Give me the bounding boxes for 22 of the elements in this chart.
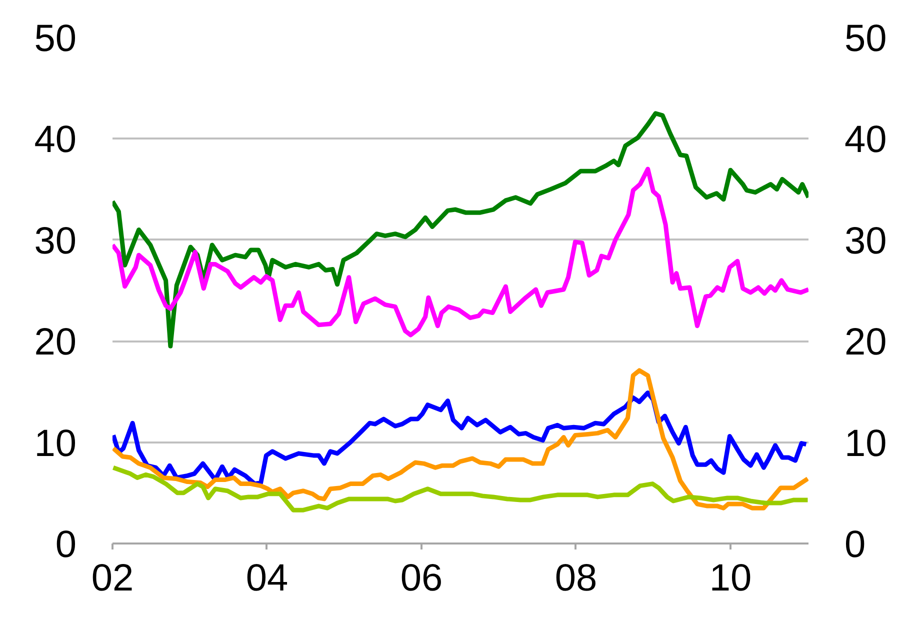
x-tick-label: 10 bbox=[709, 558, 752, 600]
y-tick-label: 20 bbox=[34, 322, 77, 364]
y2-tick-label: 50 bbox=[844, 18, 887, 60]
y2-tick-label: 10 bbox=[844, 422, 887, 465]
x-tick-label: 06 bbox=[400, 558, 443, 600]
line-series bbox=[112, 368, 808, 510]
y2-tick-label: 20 bbox=[844, 322, 887, 364]
y-tick-label: 40 bbox=[34, 119, 77, 162]
y2-tick-label: 30 bbox=[844, 220, 887, 262]
line-series bbox=[112, 465, 808, 512]
x-tick-label: 02 bbox=[91, 558, 134, 600]
y-tick-label: 30 bbox=[34, 220, 77, 262]
line-series bbox=[112, 111, 808, 348]
line-series bbox=[112, 166, 808, 338]
x-tick-label: 04 bbox=[246, 558, 288, 600]
line-series bbox=[112, 390, 808, 486]
y2-tick-label: 0 bbox=[844, 524, 866, 566]
y2-tick-label: 40 bbox=[844, 119, 887, 162]
y-tick-label: 0 bbox=[55, 524, 77, 566]
y-tick-label: 10 bbox=[34, 422, 77, 465]
y-tick-label: 50 bbox=[34, 18, 77, 60]
x-tick-label: 08 bbox=[554, 558, 598, 600]
